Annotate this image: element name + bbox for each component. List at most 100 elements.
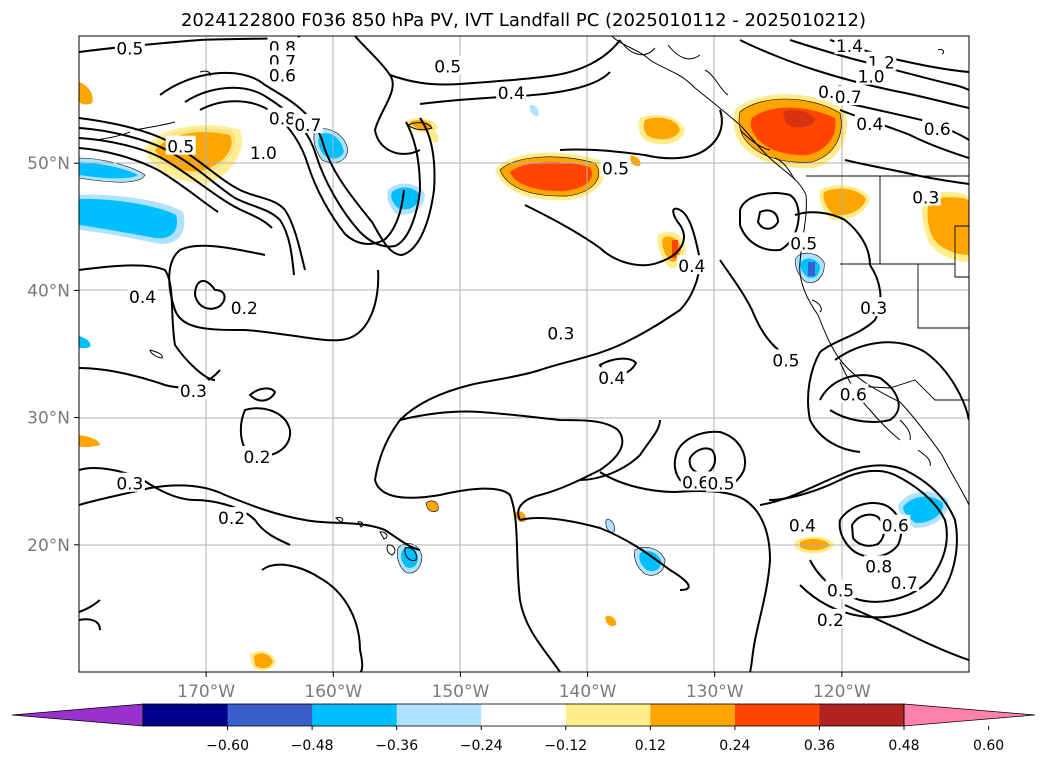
contour-label: 0.3 [858,297,889,319]
map-title: 2024122800 F036 850 hPa PV, IVT Landfall… [180,10,867,31]
colorbar-extend-low [11,703,144,727]
contour-label: 1.0 [856,65,887,88]
contour-label: 0.4 [787,514,818,537]
contour-label-bg [596,367,627,387]
contour-label-bg [165,135,196,155]
contour-label: 0.5 [788,232,819,254]
contour-label-text: 0.6 [269,66,296,86]
contour-label-bg [825,579,856,599]
contour-label-bg [910,186,941,206]
contour-label: 0.5 [706,472,737,495]
lat-tick-label: 30°N [27,409,70,429]
contour-label-text: 0.5 [602,159,629,179]
contour-label-bg [432,55,463,75]
contour-label-text: 0.8 [269,110,296,130]
contour-label-bg [267,64,298,84]
contour-label: 1.0 [248,142,279,164]
colorbar-segment [227,704,313,726]
contour-label-text: 0.4 [498,84,525,104]
contour-label-bg [788,232,819,252]
contour-label-text: 0.2 [817,611,844,631]
anomaly-patch [425,500,439,513]
anomaly-patch [605,519,615,533]
contour-label-text: 0.2 [231,299,258,319]
contour-label: 0.7 [833,86,864,108]
contour-label-bg [680,471,711,491]
anomaly-patch [643,117,680,140]
anomaly-patch [529,104,539,117]
anomaly-patch [927,197,969,255]
contour-label: 0.3 [114,472,145,495]
contour-label: 0.7 [889,571,920,594]
contour-label-text: 0.5 [827,582,854,602]
colorbar-segment [481,704,567,726]
contour-label-bg [600,157,631,177]
contour-label: 0.5 [600,157,631,179]
contour-label-text: 0.5 [434,58,461,78]
colorbar-segment [819,704,905,726]
contour-label-text: 0.7 [294,116,321,136]
contour-label-text: 0.6 [682,473,709,493]
anomaly-patch [823,188,866,216]
contour-label-bg [114,472,145,492]
contour-label-bg [787,514,818,534]
lon-tick-label: 150°W [432,682,490,702]
contour-label-text: 0.3 [912,189,939,209]
contour-label-bg [545,322,576,342]
contour-label-text: 1.0 [858,68,885,88]
contour-label: 0.3 [910,186,941,209]
lon-tick-label: 130°W [686,682,744,702]
anomaly-patch [783,110,815,128]
contour-label: 0.6 [922,117,953,140]
contour-label: 0.2 [815,608,846,631]
contour-label-text: 0.3 [180,382,207,402]
contour-label: 0.6 [680,471,711,493]
anomaly-patch [391,187,420,210]
political-borders [806,175,969,401]
pv-contours [79,36,969,672]
colorbar-segment [565,704,651,726]
contour-label-text: 0.5 [790,234,817,254]
contour-label-bg [248,142,279,162]
contour-label-text: 0.4 [856,115,883,135]
contour-label-text: 0.5 [116,40,143,60]
contour-label-bg [496,82,527,102]
contour-label-bg [880,514,911,534]
longitude-ticks: 170°W 160°W 150°W 140°W 130°W 120°W [177,672,871,702]
contour-label-text: 0.6 [924,120,951,140]
contour-label-bg [922,117,953,137]
contour-label: 0.5 [114,37,145,60]
contour-label: 0.8 [863,555,894,577]
anomaly-patch [808,262,815,276]
contour-label-text: 0.4 [678,257,705,277]
contour-label-text: 0.7 [835,88,862,108]
contour-label-text: 0.5 [708,475,735,495]
contour-label: 0.5 [432,55,463,78]
contour-label-text: 0.2 [243,448,270,468]
contour-labels: 0.5 0.80.70.6 0.50.40.80.71.00.50.40.20.30… [114,36,953,631]
contour-label-text: 0.4 [129,288,156,308]
contour-label-text: 0.4 [598,369,625,389]
lon-tick-label: 140°W [559,682,617,702]
contour-label-text: 0.6 [840,386,867,406]
contour-label: 0.6 [880,514,911,537]
contour-label-bg [267,107,298,127]
contour-label-bg [127,285,158,305]
contour-label: 0.4 [127,285,158,308]
colorbar-tick-label: −0.48 [291,738,334,754]
colorbar-tick-label: 0.36 [804,738,835,754]
contour-label: 0.4 [496,82,527,104]
contour-label-bg [770,349,801,369]
lon-tick-label: 120°W [813,682,871,702]
contour-label-bg [863,555,894,575]
contour-label-bg [856,65,887,85]
lon-tick-label: 170°W [177,682,235,702]
latitude-ticks: 50°N 40°N 30°N 20°N [27,154,79,556]
contour-label: 1.4 [834,36,865,57]
contour-label-bg [114,37,145,57]
contour-label-text: 1.0 [250,144,277,164]
colorbar-segment [396,704,482,726]
lat-tick-label: 50°N [27,154,70,174]
contour-label-bg [854,112,885,132]
